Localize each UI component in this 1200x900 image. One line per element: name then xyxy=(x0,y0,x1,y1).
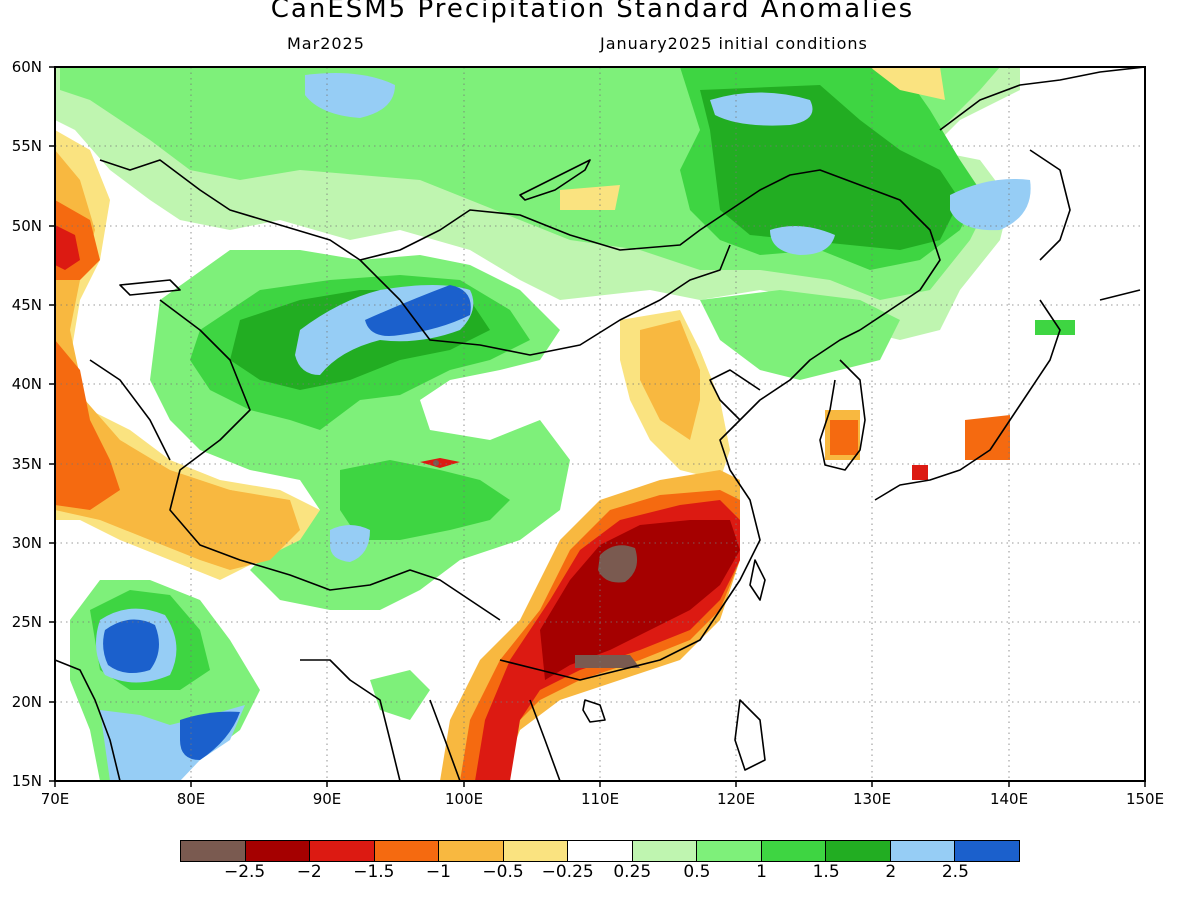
deep-blue-region-india xyxy=(103,619,159,674)
lat-label: 35N xyxy=(11,455,42,473)
lat-label: 15N xyxy=(11,772,42,790)
green-region-tibet xyxy=(340,460,510,540)
red-orange-region-korea xyxy=(830,420,858,455)
legend-label: −2 xyxy=(296,862,322,882)
red-region-west xyxy=(55,225,80,270)
legend-swatch xyxy=(374,841,440,861)
legend-label: 2.5 xyxy=(941,862,969,882)
legend-swatch xyxy=(632,841,698,861)
deep-blue-region-south-india xyxy=(180,711,240,760)
legend-swatch xyxy=(955,841,1019,861)
yellow-region-north-1 xyxy=(870,67,945,100)
legend-swatch xyxy=(439,841,504,861)
grid-lines xyxy=(55,67,1145,781)
blue-blob-ne-2 xyxy=(770,226,835,255)
legend-label: −1.5 xyxy=(353,862,395,882)
lon-label: 150E xyxy=(1125,790,1165,808)
red-orange-region-japan xyxy=(965,415,1010,460)
map-title: CanESM5 Precipitation Standard Anomalies xyxy=(270,0,915,24)
lon-label: 130E xyxy=(852,790,892,808)
forecast-month: Mar2025 xyxy=(287,34,365,53)
lat-label: 60N xyxy=(11,58,42,76)
legend-label: 1 xyxy=(756,862,767,882)
legend-label: −2.5 xyxy=(223,862,266,882)
legend-swatch xyxy=(181,841,246,861)
green-region-japan-north xyxy=(1035,320,1075,335)
lat-label: 45N xyxy=(11,296,42,314)
deep-blue-region-central xyxy=(365,285,471,336)
legend-label: 0.5 xyxy=(683,862,711,882)
orange-region-west-2 xyxy=(55,150,300,560)
legend-label: −0.5 xyxy=(482,862,524,882)
blue-blob-north xyxy=(305,72,395,118)
initial-conditions: January2025 initial conditions xyxy=(600,34,868,53)
brown-spot-tibet xyxy=(433,460,439,466)
brown-blob-2 xyxy=(575,655,640,668)
legend-swatch xyxy=(568,841,633,861)
lat-label: 50N xyxy=(11,217,42,235)
lon-label: 120E xyxy=(716,790,756,808)
green-region-northeast-dark xyxy=(700,85,960,250)
legend-label: 1.5 xyxy=(812,862,840,882)
blue-blob-ne-3 xyxy=(950,179,1031,231)
legend-label: 2 xyxy=(885,862,897,882)
lon-label: 110E xyxy=(580,790,620,808)
legend-swatch xyxy=(310,841,375,861)
legend-label: 0.25 xyxy=(613,862,652,882)
lat-label: 30N xyxy=(11,534,42,552)
tick-marks xyxy=(49,66,1146,787)
red-orange-region-west-2 xyxy=(55,340,120,510)
legend-swatch xyxy=(890,841,956,861)
red-region-japan xyxy=(912,465,928,480)
lon-label: 100E xyxy=(444,790,484,808)
lat-label: 25N xyxy=(11,613,42,631)
anomaly-field xyxy=(55,67,1145,781)
lon-label: 80E xyxy=(176,790,206,808)
legend-swatch xyxy=(697,841,762,861)
legend-label: −0.25 xyxy=(541,862,594,882)
legend-swatch xyxy=(503,841,569,861)
green-region-bay xyxy=(370,670,430,720)
color-legend xyxy=(180,840,1020,862)
lat-label: 40N xyxy=(11,375,42,393)
legend-swatch xyxy=(761,841,827,861)
legend-swatch xyxy=(826,841,891,861)
anomaly-map xyxy=(49,66,1146,787)
orange-region-china xyxy=(640,320,700,440)
lon-label: 70E xyxy=(40,790,70,808)
lat-label: 20N xyxy=(11,693,42,711)
lon-label: 140E xyxy=(989,790,1029,808)
brown-blob-1 xyxy=(598,545,638,583)
green-region-manchuria xyxy=(700,290,900,380)
lat-label: 55N xyxy=(11,137,42,155)
yellow-region-north-2 xyxy=(560,185,620,210)
lon-label: 90E xyxy=(312,790,342,808)
coastlines xyxy=(54,66,1146,782)
legend-label: −1 xyxy=(425,862,451,882)
blue-blob-tibet xyxy=(330,525,370,562)
legend-swatch xyxy=(245,841,311,861)
orange-region-himalaya xyxy=(170,480,300,570)
dark-red-region-southeast xyxy=(540,520,740,680)
red-spot-tibet xyxy=(420,458,460,468)
